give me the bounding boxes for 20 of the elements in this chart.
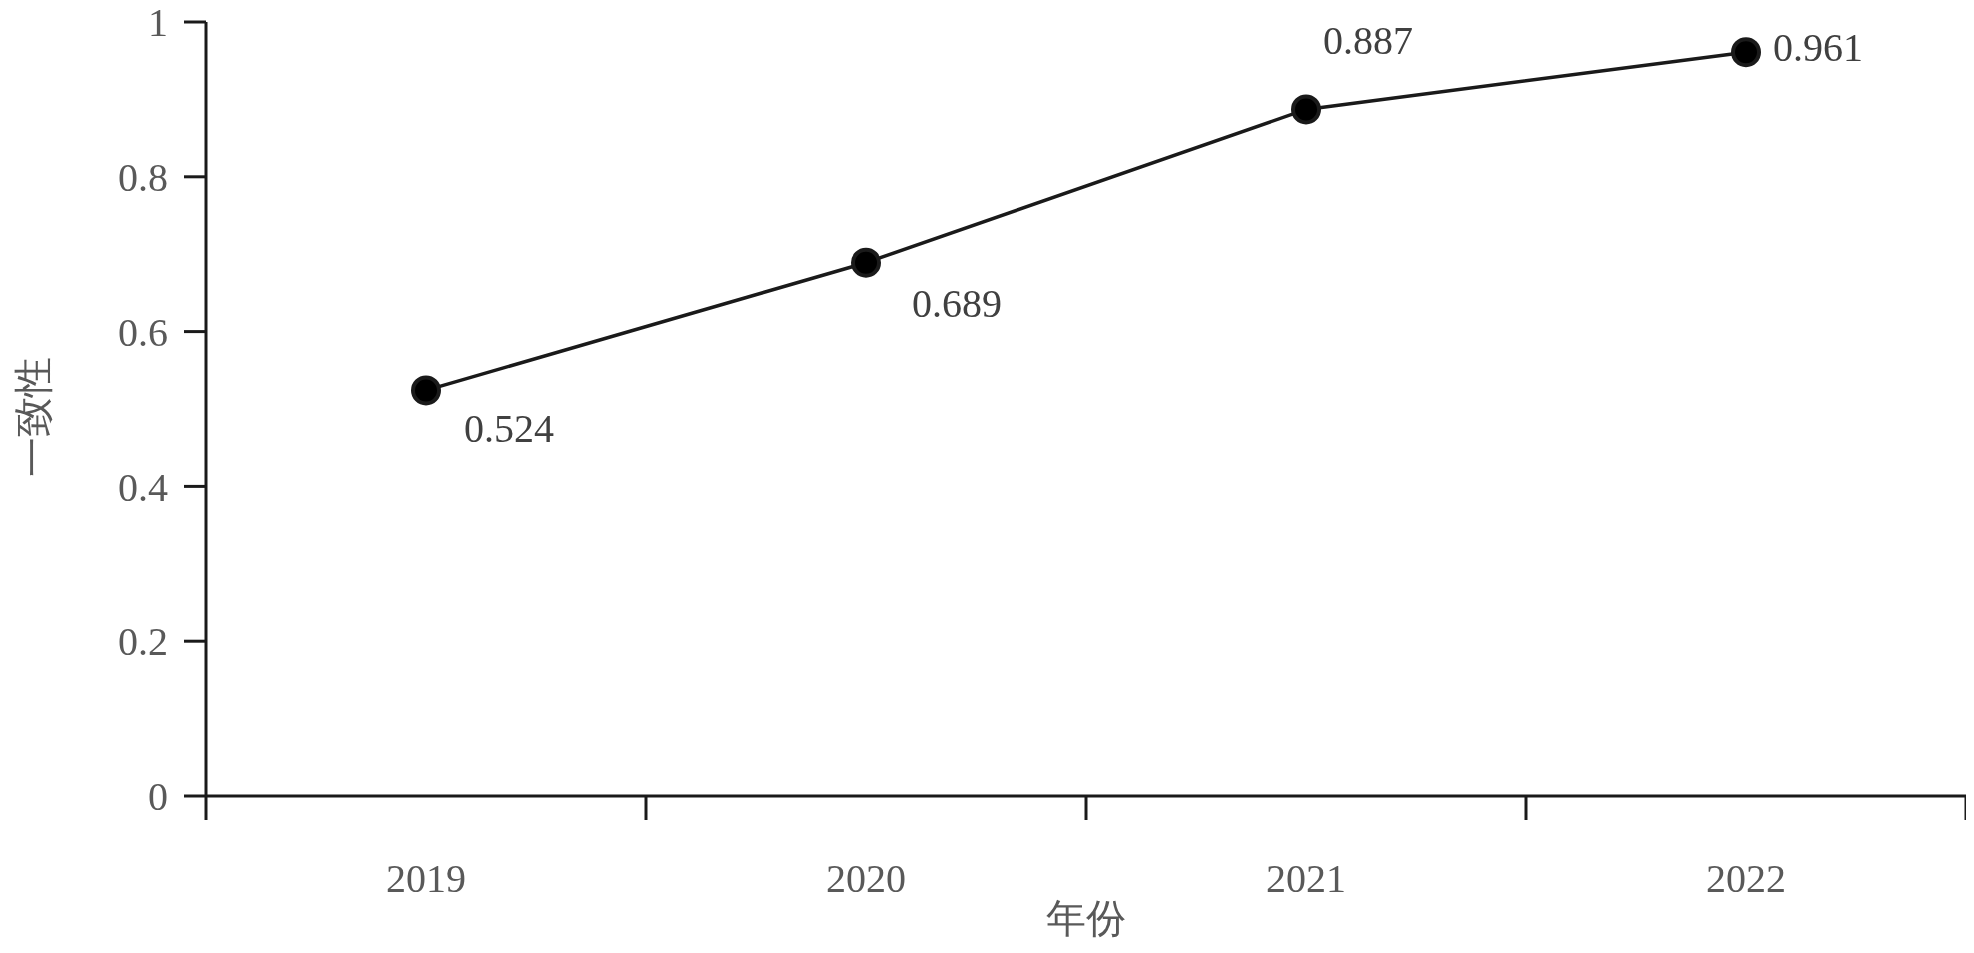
y-tick-label: 0.6: [118, 309, 168, 355]
point: [851, 247, 881, 278]
data-label: 0.887: [1323, 17, 1413, 63]
y-tick-label: 0.4: [118, 464, 168, 510]
x-tick-label: 2022: [1706, 855, 1786, 901]
x-tick-label: 2020: [826, 855, 906, 901]
data-label: 0.961: [1773, 24, 1863, 70]
x-tick-label: 2021: [1266, 855, 1346, 901]
y-tick-label: 0: [148, 774, 168, 820]
y-tick-label: 0.2: [118, 619, 168, 665]
y-axis-title: 一致性: [10, 357, 56, 477]
y-tick-label: 0.8: [118, 155, 168, 200]
point: [1291, 94, 1321, 125]
x-tick-label: 2019: [386, 855, 466, 901]
data-label: 0.524: [464, 405, 554, 451]
data-label: 0.689: [912, 281, 1002, 327]
x-axis-title: 年份: [1046, 895, 1126, 941]
point: [1731, 37, 1761, 68]
point: [411, 375, 441, 406]
y-tick-label: 1: [148, 0, 168, 46]
